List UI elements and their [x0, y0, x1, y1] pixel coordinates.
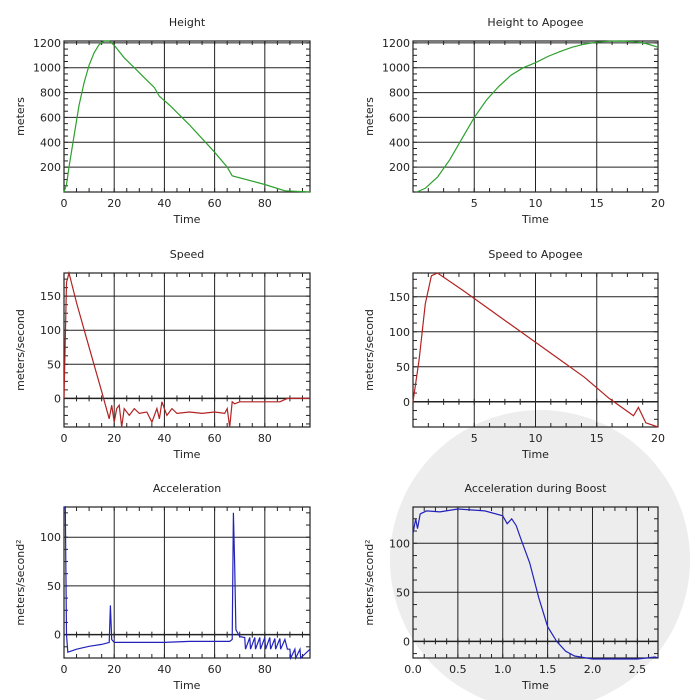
plot-frame [63, 506, 311, 659]
series-line [416, 40, 659, 193]
y-axis-label: meters/second² [14, 539, 27, 625]
y-tick-label: 800 [389, 87, 410, 100]
x-axis-label: Time [521, 448, 549, 461]
y-tick-label: 50 [396, 361, 410, 374]
series-line [63, 40, 311, 193]
series-line [412, 272, 659, 428]
y-tick-label: 50 [47, 358, 61, 371]
x-axis-label: Time [173, 213, 201, 226]
y-tick-label: 0 [54, 629, 61, 642]
subplot-title: Speed to Apogee [488, 248, 583, 261]
subplot-title: Acceleration [153, 482, 221, 495]
plot-frame [63, 272, 311, 428]
plot-frame [412, 506, 659, 659]
x-tick-label: 0 [61, 432, 68, 445]
y-tick-label: 100 [389, 537, 410, 550]
x-tick-label: 40 [157, 197, 171, 210]
y-tick-label: 600 [40, 111, 61, 124]
series-line [412, 508, 659, 660]
x-tick-label: 15 [590, 432, 604, 445]
plot-frame [412, 272, 659, 428]
x-tick-label: 15 [590, 197, 604, 210]
y-axis-label: meters/second² [363, 539, 376, 625]
y-axis-label: meters [14, 97, 27, 136]
y-tick-label: 100 [40, 324, 61, 337]
x-tick-label: 80 [258, 663, 272, 676]
x-tick-label: 60 [208, 432, 222, 445]
x-tick-label: 10 [529, 197, 543, 210]
x-axis-label: Time [173, 679, 201, 692]
x-axis-label: Time [521, 679, 549, 692]
x-tick-label: 0.5 [449, 663, 467, 676]
y-tick-label: 400 [40, 136, 61, 149]
x-tick-label: 20 [107, 197, 121, 210]
plot-frame [63, 40, 311, 193]
x-tick-label: 20 [651, 197, 665, 210]
y-axis-label: meters [363, 97, 376, 136]
y-axis-label: meters/second [14, 309, 27, 391]
x-tick-label: 2.5 [629, 663, 647, 676]
y-tick-label: 1000 [382, 62, 410, 75]
y-tick-label: 600 [389, 111, 410, 124]
y-axis-label: meters/second [363, 309, 376, 391]
watermark-logo [390, 410, 690, 700]
x-tick-label: 0.0 [404, 663, 422, 676]
x-tick-label: 60 [208, 663, 222, 676]
series-line [63, 270, 310, 428]
plot-frame [412, 40, 659, 193]
x-tick-label: 2.0 [584, 663, 602, 676]
y-tick-label: 50 [396, 586, 410, 599]
y-tick-label: 0 [54, 392, 61, 405]
subplot-title: Speed [170, 248, 204, 261]
subplot-title: Height [169, 16, 206, 29]
x-tick-label: 0 [61, 663, 68, 676]
y-tick-label: 800 [40, 87, 61, 100]
y-tick-label: 50 [47, 580, 61, 593]
subplot-4: Acceleration Time meters/second² 0 20 40 60 80 0… [14, 482, 311, 692]
y-tick-label: 1000 [33, 62, 61, 75]
y-tick-label: 1200 [33, 37, 61, 50]
x-tick-label: 20 [107, 432, 121, 445]
x-tick-label: 80 [258, 197, 272, 210]
y-tick-label: 200 [40, 161, 61, 174]
subplot-5: Acceleration during Boost Time meters/seco… [363, 482, 659, 692]
y-tick-label: 400 [389, 136, 410, 149]
series-line [63, 505, 311, 661]
y-tick-label: 100 [40, 531, 61, 544]
x-tick-label: 1.5 [539, 663, 557, 676]
y-tick-label: 0 [403, 635, 410, 648]
x-tick-label: 5 [471, 432, 478, 445]
subplot-1: Height to Apogee Time meters 5 10 15 20 200 400 6… [363, 16, 665, 226]
y-tick-label: 150 [389, 291, 410, 304]
x-tick-label: 40 [157, 663, 171, 676]
subplot-title: Height to Apogee [487, 16, 583, 29]
y-tick-label: 100 [389, 326, 410, 339]
subplot-0: Height Time meters 0 20 40 60 80 200 400 600 800 100… [14, 16, 311, 226]
x-tick-label: 80 [258, 432, 272, 445]
x-tick-label: 40 [157, 432, 171, 445]
subplot-2: Speed Time meters/second 0 20 40 60 80 0 50 100 150 [14, 248, 311, 461]
x-tick-label: 1.0 [494, 663, 512, 676]
y-tick-label: 1200 [382, 37, 410, 50]
y-tick-label: 0 [403, 396, 410, 409]
x-tick-label: 10 [529, 432, 543, 445]
x-tick-label: 60 [208, 197, 222, 210]
x-tick-label: 20 [107, 663, 121, 676]
x-tick-label: 20 [651, 432, 665, 445]
x-tick-label: 5 [471, 197, 478, 210]
x-tick-label: 0 [61, 197, 68, 210]
subplot-3: Speed to Apogee Time meters/second 5 10 15 20 0… [363, 248, 665, 461]
x-axis-label: Time [173, 448, 201, 461]
x-axis-label: Time [521, 213, 549, 226]
y-tick-label: 150 [40, 290, 61, 303]
subplot-title: Acceleration during Boost [465, 482, 608, 495]
y-tick-label: 200 [389, 161, 410, 174]
